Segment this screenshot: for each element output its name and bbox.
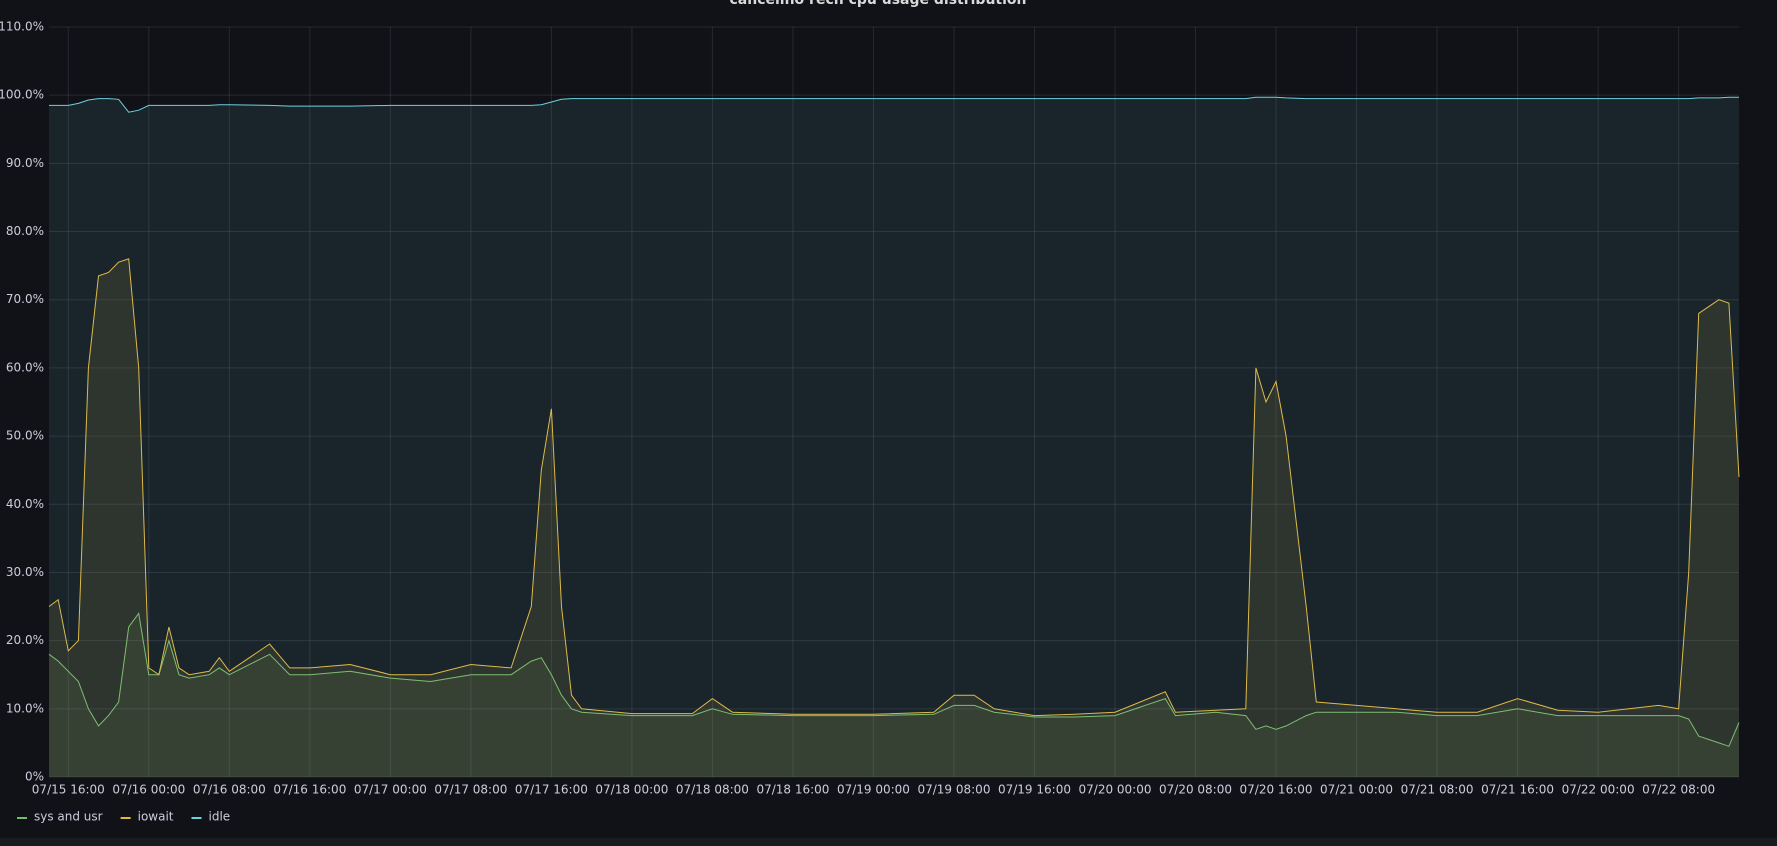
- x-tick-label: 07/22 08:00: [1642, 783, 1715, 797]
- x-tick-label: 07/19 16:00: [998, 783, 1071, 797]
- y-tick-label: 50.0%: [6, 429, 44, 443]
- series-area: [49, 97, 1739, 777]
- x-tick-label: 07/21 00:00: [1320, 783, 1393, 797]
- y-tick-label: 80.0%: [6, 224, 44, 238]
- y-tick-label: 10.0%: [6, 701, 44, 715]
- y-tick-label: 70.0%: [6, 292, 44, 306]
- x-tick-label: 07/18 08:00: [676, 783, 749, 797]
- x-tick-label: 07/17 00:00: [354, 783, 427, 797]
- x-tick-label: 07/16 16:00: [273, 783, 346, 797]
- x-tick-label: 07/20 08:00: [1159, 783, 1232, 797]
- legend-label: sys and usr: [34, 810, 103, 824]
- series-line: [49, 96, 1739, 113]
- y-tick-label: 60.0%: [6, 360, 44, 374]
- x-tick-label: 07/16 08:00: [193, 783, 266, 797]
- x-tick-label: 07/20 16:00: [1240, 783, 1313, 797]
- x-tick-label: 07/22 00:00: [1562, 783, 1635, 797]
- series-line: [48, 258, 1740, 717]
- legend-label: idle: [209, 810, 231, 824]
- y-tick-label: 0%: [25, 770, 44, 784]
- series-area: [49, 613, 1739, 777]
- x-tick-label: 07/20 00:00: [1079, 783, 1152, 797]
- chart-title: cancelino rech cpu usage distribution: [729, 0, 1026, 8]
- y-tick-label: 30.0%: [6, 565, 44, 579]
- legend-label: iowait: [138, 810, 174, 824]
- y-tick-label: 90.0%: [6, 156, 44, 170]
- y-tick-label: 40.0%: [6, 497, 44, 511]
- x-tick-label: 07/19 00:00: [837, 783, 910, 797]
- x-tick-label: 07/21 16:00: [1481, 783, 1554, 797]
- x-tick-label: 07/15 16:00: [32, 783, 105, 797]
- x-tick-label: 07/17 08:00: [434, 783, 507, 797]
- x-tick-label: 07/18 00:00: [595, 783, 668, 797]
- y-tick-label: 20.0%: [6, 633, 44, 647]
- series-area: [49, 258, 1739, 777]
- y-tick-label: 100.0%: [0, 88, 44, 102]
- x-tick-label: 07/19 08:00: [917, 783, 990, 797]
- x-tick-label: 07/17 16:00: [515, 783, 588, 797]
- series-line: [48, 612, 1740, 747]
- y-tick-label: 110.0%: [0, 20, 44, 34]
- panel-bottom: [0, 838, 1777, 846]
- x-tick-label: 07/16 00:00: [112, 783, 185, 797]
- x-tick-label: 07/21 08:00: [1401, 783, 1474, 797]
- x-tick-label: 07/18 16:00: [756, 783, 829, 797]
